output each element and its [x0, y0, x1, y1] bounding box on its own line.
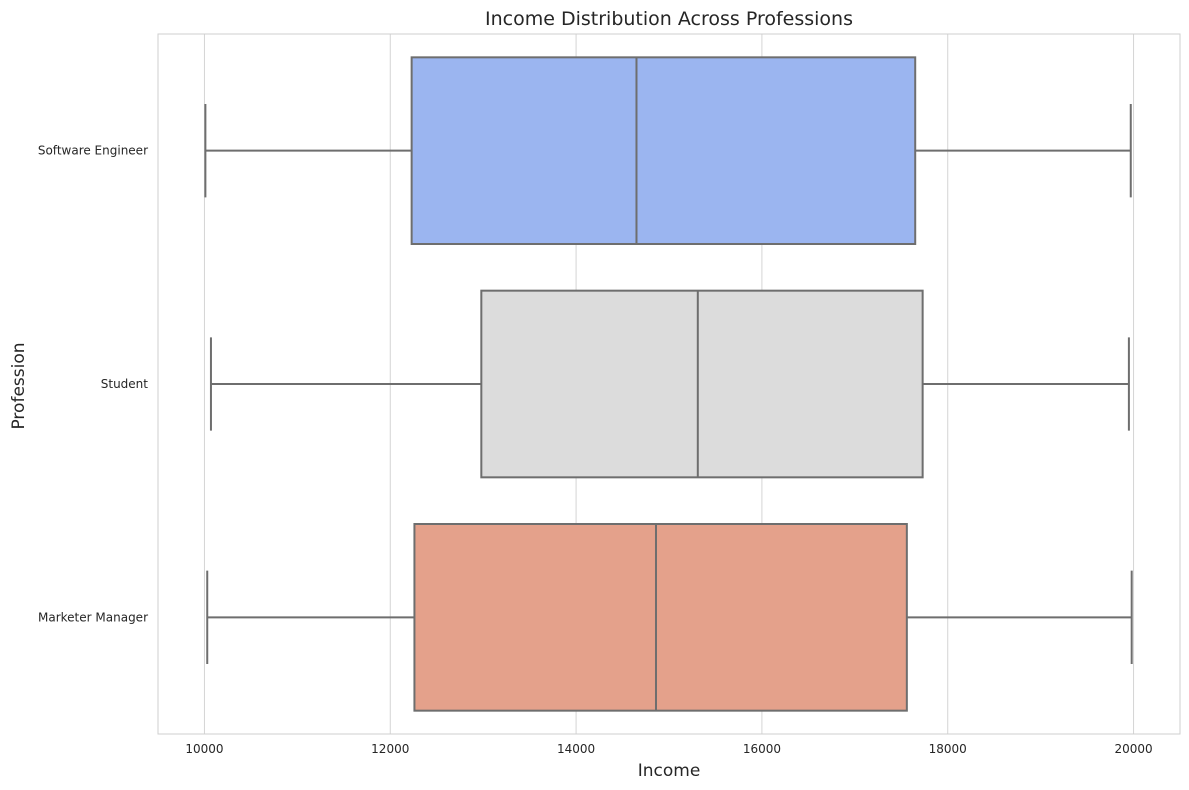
x-tick-label: 14000 — [557, 742, 595, 756]
x-tick-label: 16000 — [743, 742, 781, 756]
y-category-label: Student — [101, 377, 149, 391]
plot-frame — [157, 33, 1181, 735]
box-group-1 — [209, 289, 1130, 479]
x-tick-label: 20000 — [1114, 742, 1152, 756]
y-category-label: Software Engineer — [38, 144, 148, 158]
box-group-0 — [204, 56, 1132, 246]
iqr-box — [480, 289, 924, 479]
x-tick-label: 12000 — [371, 742, 409, 756]
y-category-label: Marketer Manager — [38, 610, 148, 624]
iqr-box — [413, 523, 908, 712]
boxes-layer — [204, 56, 1133, 712]
y-axis-title: Profession — [9, 342, 29, 429]
x-tick-label: 10000 — [185, 742, 223, 756]
iqr-box — [410, 56, 917, 246]
x-tick-label: 18000 — [929, 742, 967, 756]
x-axis-title: Income — [638, 761, 701, 781]
box-group-2 — [206, 523, 1133, 712]
chart-title: Income Distribution Across Professions — [485, 8, 853, 30]
x-tick-labels: 10000 12000 14000 16000 18000 20000 — [185, 742, 1152, 756]
y-category-labels: Software Engineer Student Marketer Manager — [38, 144, 148, 625]
